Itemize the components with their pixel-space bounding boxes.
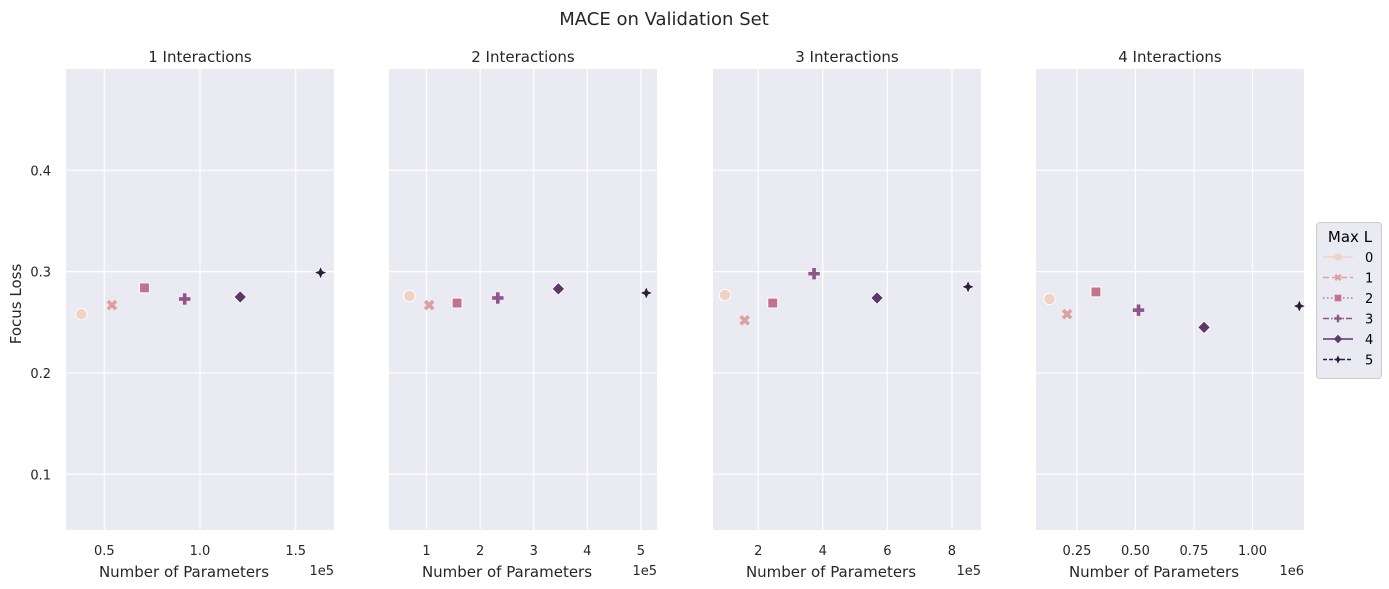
point-maxl-2 xyxy=(1090,286,1102,298)
legend-entry-5: 5 xyxy=(1323,354,1373,369)
legend-canvas: Max L 0 1 2 3 4 5 xyxy=(1323,228,1373,369)
x-tick-label: 4 xyxy=(583,544,591,559)
legend-marker xyxy=(1334,314,1342,323)
legend-label: 2 xyxy=(1365,292,1373,307)
point-maxl-0 xyxy=(718,288,732,302)
legend-title: Max L xyxy=(1328,228,1373,246)
panel-4: 0.25 0.50 0.75 1.00 4 Interactions Number of … xyxy=(1036,48,1307,581)
panel-title: 4 Interactions xyxy=(1118,48,1222,66)
legend-label: 5 xyxy=(1365,354,1373,369)
legend-marker xyxy=(1334,253,1342,261)
x-tick-label: 1 xyxy=(422,544,430,559)
panel-title: 2 Interactions xyxy=(471,48,575,66)
x-tick-label: 5 xyxy=(637,544,645,559)
x-tick-label: 0.75 xyxy=(1180,544,1209,559)
x-tick-label: 0.5 xyxy=(94,544,115,559)
point-maxl-2 xyxy=(139,282,150,294)
plot-background xyxy=(713,69,981,530)
point-maxl-4 xyxy=(870,291,884,305)
panel-3: 2 4 6 8 3 Interactions Number of Parameters 1e… xyxy=(713,48,981,581)
legend-entry-3: 3 xyxy=(1323,313,1373,328)
x-axis-label: Number of Parameters xyxy=(422,563,592,581)
point-maxl-4 xyxy=(551,281,566,296)
x-offset-text: 1e6 xyxy=(1279,564,1304,579)
x-tick-label: 0.25 xyxy=(1062,544,1091,559)
x-tick-label: 8 xyxy=(948,544,956,559)
x-offset-text: 1e5 xyxy=(956,564,981,579)
x-offset-text: 1e5 xyxy=(632,564,657,579)
x-axis-label: Number of Parameters xyxy=(746,563,916,581)
x-tick-label: 2 xyxy=(476,544,484,559)
y-tick-label: 0.1 xyxy=(30,468,51,483)
legend-label: 0 xyxy=(1365,251,1373,266)
x-tick-label: 1.0 xyxy=(190,544,211,559)
legend: Max L 0 1 2 3 4 5 xyxy=(1316,222,1382,379)
x-tick-label: 1.00 xyxy=(1238,544,1267,559)
legend-entry-0: 0 xyxy=(1323,251,1373,266)
y-tick-label: 0.3 xyxy=(30,266,51,281)
point-maxl-3 xyxy=(492,292,504,304)
point-maxl-2 xyxy=(767,297,779,309)
legend-entry-1: 1 xyxy=(1323,272,1373,287)
y-tick-label: 0.4 xyxy=(30,164,51,179)
y-axis-label: Focus Loss xyxy=(7,264,25,345)
legend-entry-4: 4 xyxy=(1323,333,1373,348)
panel-title: 3 Interactions xyxy=(795,48,899,66)
plot-background xyxy=(389,69,657,530)
legend-marker xyxy=(1334,273,1342,282)
point-maxl-1 xyxy=(423,299,435,311)
plot-background xyxy=(1036,69,1304,530)
point-maxl-4 xyxy=(1197,320,1211,335)
point-maxl-0 xyxy=(75,308,88,321)
point-maxl-2 xyxy=(451,297,463,309)
point-maxl-5 xyxy=(1292,299,1307,314)
figure-title: MACE on Validation Set xyxy=(559,9,769,30)
point-maxl-5 xyxy=(313,265,328,280)
point-maxl-0 xyxy=(1043,292,1056,306)
y-tick-label: 0.2 xyxy=(30,367,51,382)
panel-1: 0.5 1.0 1.5 0.1 0.2 0.3 0.4 1 Interactions Numbe… xyxy=(30,48,334,581)
legend-label: 3 xyxy=(1365,313,1373,328)
x-tick-label: 3 xyxy=(530,544,538,559)
point-maxl-1 xyxy=(739,314,750,326)
x-tick-label: 4 xyxy=(819,544,827,559)
legend-entry-2: 2 xyxy=(1323,292,1373,307)
point-maxl-4 xyxy=(233,290,248,304)
legend-marker xyxy=(1333,334,1343,344)
x-axis-label: Number of Parameters xyxy=(1069,563,1239,581)
point-maxl-1 xyxy=(1061,308,1073,320)
point-maxl-3 xyxy=(178,293,191,305)
x-tick-label: 0.50 xyxy=(1121,544,1150,559)
x-tick-label: 6 xyxy=(883,544,891,559)
panel-title: 1 Interactions xyxy=(148,48,252,66)
x-tick-label: 2 xyxy=(754,544,762,559)
point-maxl-0 xyxy=(403,289,416,303)
x-tick-label: 1.5 xyxy=(285,544,306,559)
panel-2: 1 2 3 4 5 2 Interactions Number of Parameters 1… xyxy=(389,48,657,581)
legend-label: 1 xyxy=(1365,272,1373,287)
x-offset-text: 1e5 xyxy=(309,564,334,579)
legend-marker xyxy=(1334,294,1342,302)
legend-marker xyxy=(1333,355,1343,364)
point-maxl-1 xyxy=(106,299,118,311)
point-maxl-3 xyxy=(808,267,820,280)
point-maxl-5 xyxy=(639,285,654,300)
legend-label: 4 xyxy=(1365,333,1373,348)
point-maxl-5 xyxy=(961,279,976,294)
x-axis-label: Number of Parameters xyxy=(99,563,269,581)
panels: 0.5 1.0 1.5 0.1 0.2 0.3 0.4 1 Interactions Numbe… xyxy=(30,48,1307,581)
point-maxl-3 xyxy=(1132,304,1145,316)
